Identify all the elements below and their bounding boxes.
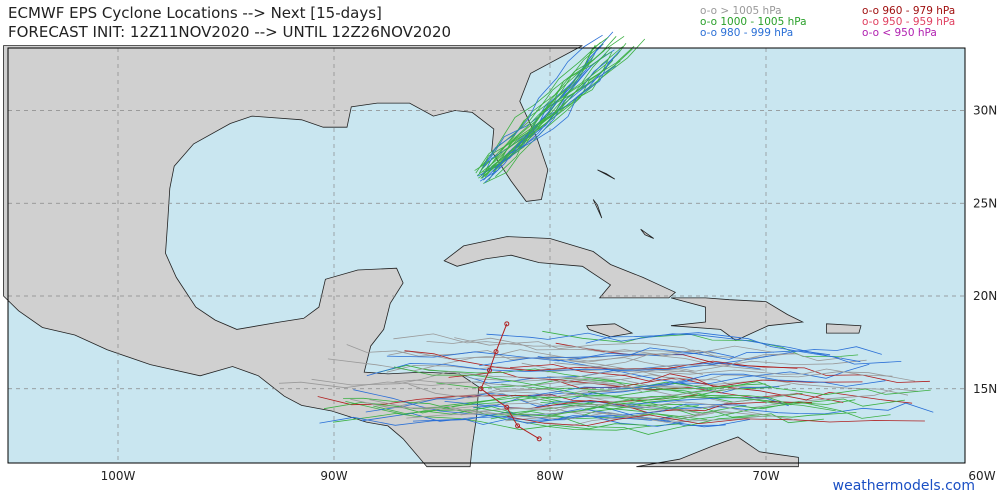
landmass	[826, 323, 862, 334]
track	[460, 401, 795, 421]
legend-item: o-o 980 - 999 hPa	[700, 27, 793, 39]
land	[3, 45, 862, 468]
landmass	[636, 436, 799, 468]
legend-item: o-o 960 - 979 hPa	[862, 5, 955, 17]
track	[480, 323, 540, 440]
track	[476, 374, 791, 396]
lon-label: 90W	[320, 469, 347, 483]
landmass	[586, 323, 634, 338]
track	[510, 364, 863, 388]
track-point	[478, 386, 484, 392]
track	[566, 378, 909, 396]
lat-label: 20N	[973, 289, 997, 303]
track	[345, 401, 682, 431]
credit: weathermodels.com	[833, 478, 975, 494]
track	[482, 34, 603, 168]
track	[408, 383, 707, 403]
track	[474, 396, 836, 417]
track	[542, 330, 859, 357]
track	[587, 391, 891, 419]
lon-label: 100W	[101, 469, 136, 483]
track	[584, 381, 931, 410]
landmass	[592, 199, 603, 219]
track-point	[536, 436, 542, 442]
track	[493, 36, 617, 172]
track	[311, 371, 675, 396]
track	[476, 46, 612, 177]
landmass	[640, 228, 654, 239]
track	[323, 396, 699, 414]
title-line: FORECAST INIT: 12Z11NOV2020 --> UNTIL 12…	[8, 23, 451, 41]
track	[540, 398, 905, 421]
track	[479, 347, 831, 366]
lon-label: 70W	[752, 469, 779, 483]
grid	[8, 48, 965, 463]
lat-label: 25N	[973, 196, 997, 210]
track	[620, 402, 934, 415]
tracks	[278, 31, 934, 442]
track	[426, 337, 717, 357]
track-point	[493, 349, 499, 355]
landmass	[597, 169, 616, 180]
track	[507, 414, 925, 427]
track	[439, 387, 772, 411]
track	[386, 349, 718, 373]
track	[393, 366, 766, 397]
landmass	[670, 297, 805, 341]
legend-item: o-o 950 - 959 hPa	[862, 16, 955, 28]
track-point	[504, 321, 510, 327]
track	[491, 50, 621, 175]
track	[554, 353, 843, 370]
track	[394, 379, 739, 399]
track	[319, 411, 673, 426]
legend-item: o-o > 1005 hPa	[700, 5, 782, 17]
track	[553, 377, 913, 404]
track	[369, 399, 705, 416]
frame	[7, 47, 966, 464]
lon-label: 80W	[536, 469, 563, 483]
track	[369, 383, 669, 409]
track	[393, 333, 775, 353]
lon-label: 60W	[968, 469, 995, 483]
track	[404, 350, 798, 372]
track	[585, 332, 902, 365]
track-point	[487, 367, 493, 373]
track-point	[515, 423, 521, 429]
lat-label: 30N	[973, 104, 997, 118]
track	[486, 332, 861, 363]
track	[546, 368, 893, 379]
track	[412, 403, 747, 425]
track	[478, 50, 605, 179]
landmass	[443, 236, 677, 299]
landmass	[3, 45, 583, 468]
track	[346, 344, 655, 360]
title-line: ECMWF EPS Cyclone Locations --> Next [15…	[8, 4, 382, 22]
legend-item: o-o 1000 - 1005 hPa	[700, 16, 807, 28]
track	[454, 337, 795, 360]
track	[388, 349, 765, 371]
track-point	[504, 404, 510, 410]
legend-item: o-o < 950 hPa	[862, 27, 937, 39]
track	[448, 371, 844, 403]
lat-label: 15N	[973, 382, 997, 396]
track	[485, 36, 609, 171]
track	[527, 373, 886, 397]
